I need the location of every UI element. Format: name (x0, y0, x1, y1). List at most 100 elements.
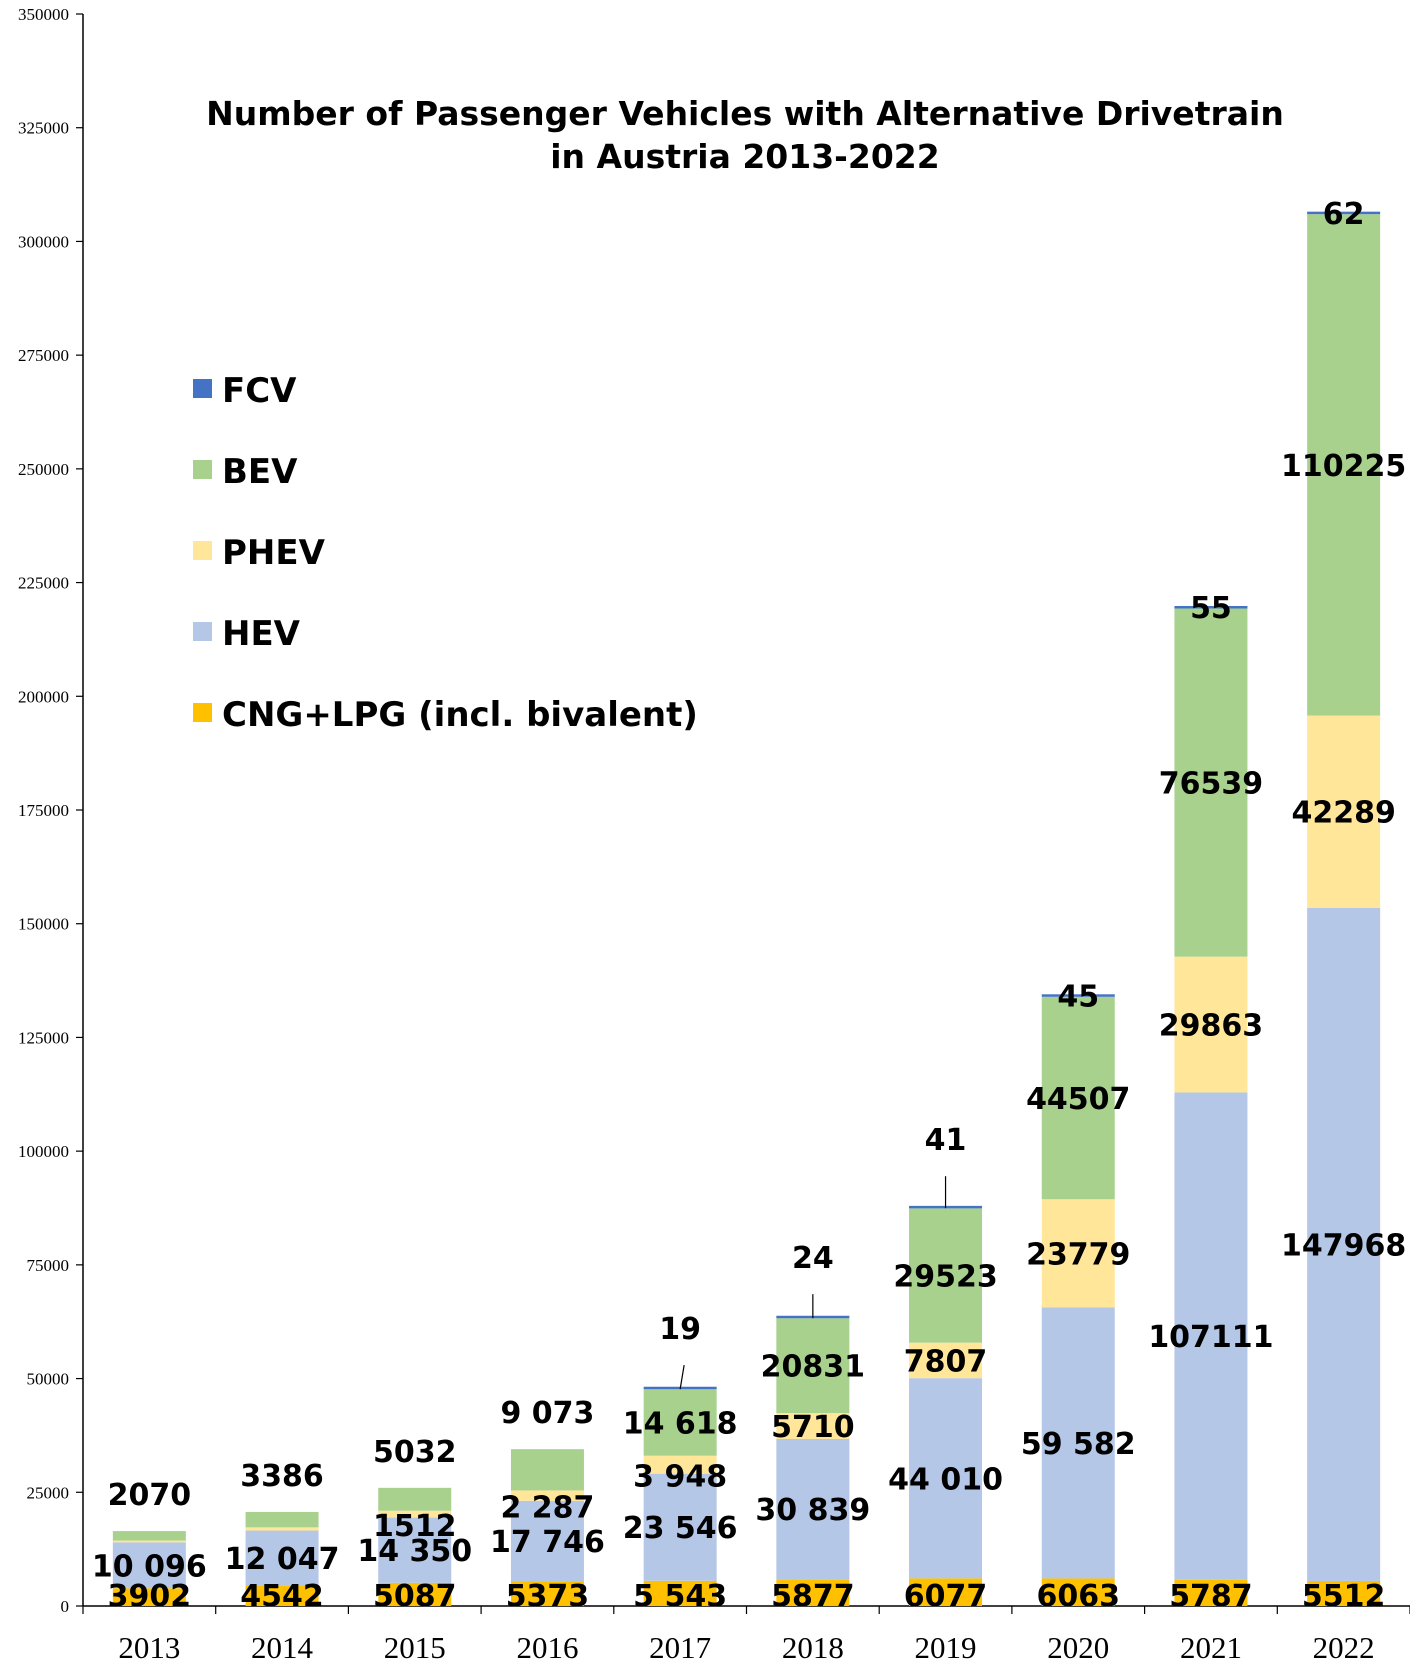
bar-segment (245, 1511, 319, 1528)
data-label-bev: 9 073 (500, 1396, 594, 1431)
y-tick-label: 0 (61, 1597, 70, 1616)
data-label-fcv: 55 (1190, 591, 1232, 626)
bar-segment (1174, 1092, 1248, 1580)
bar-segment (909, 1208, 983, 1343)
x-tick-label: 2013 (118, 1630, 180, 1665)
chart-subtitle: in Austria 2013-2022 (550, 137, 939, 176)
bar-segment (1041, 994, 1115, 997)
bar-segment (776, 1318, 850, 1414)
x-tick-label: 2019 (915, 1630, 977, 1665)
x-tick-label: 2015 (384, 1630, 446, 1665)
legend-swatch (193, 379, 212, 398)
legend-swatch (193, 622, 212, 641)
legend-label: CNG+LPG (incl. bivalent) (222, 695, 698, 735)
y-tick-label: 250000 (18, 460, 69, 479)
data-label-cng-lpg: 6077 (904, 1579, 988, 1614)
data-label-bev: 5032 (373, 1435, 457, 1470)
x-tick-label: 2017 (649, 1630, 711, 1665)
bar-segment (909, 1578, 983, 1606)
data-label-bev: 14 618 (623, 1406, 738, 1441)
x-tick-label: 2021 (1180, 1630, 1242, 1665)
data-label-phev: 42289 (1291, 796, 1395, 831)
data-label-phev: 2 287 (500, 1491, 594, 1526)
data-label-hev: 44 010 (888, 1462, 1003, 1497)
bar-segment (1174, 608, 1248, 957)
x-tick-label: 2016 (516, 1630, 578, 1665)
data-label-hev: 10 096 (92, 1549, 207, 1584)
data-label-cng-lpg: 4542 (240, 1579, 324, 1614)
bar-segment (1307, 1580, 1381, 1606)
bar-segment (245, 1530, 319, 1586)
data-label-fcv: 41 (925, 1123, 967, 1158)
data-label-phev: 1512 (373, 1509, 457, 1544)
y-tick-label: 75000 (27, 1256, 70, 1275)
legend-label: PHEV (222, 533, 326, 573)
legend-swatch (193, 703, 212, 722)
legend-label: BEV (222, 452, 298, 492)
bar-segment (378, 1582, 452, 1606)
x-tick-label: 2020 (1047, 1630, 1109, 1665)
data-label-cng-lpg: 3902 (108, 1579, 192, 1614)
bar-segment (378, 1517, 452, 1583)
data-label-bev: 76539 (1159, 767, 1263, 802)
bar-segment (909, 1342, 983, 1379)
data-label-bev: 44507 (1026, 1082, 1130, 1117)
data-label-hev: 12 047 (225, 1542, 340, 1577)
data-label-bev: 20831 (761, 1350, 865, 1385)
bar-segment (510, 1490, 584, 1501)
data-label-phev: 29863 (1159, 1009, 1263, 1044)
bar-segment (112, 1531, 186, 1541)
y-tick-label: 100000 (18, 1142, 69, 1161)
data-label-phev: 7807 (904, 1344, 988, 1379)
data-label-leader-line (679, 1365, 685, 1390)
x-tick-label: 2014 (251, 1630, 314, 1665)
y-tick-label: 350000 (18, 5, 69, 24)
bar-segment (643, 1389, 717, 1456)
data-label-cng-lpg: 5877 (771, 1579, 855, 1614)
data-label-phev: 3 948 (633, 1460, 727, 1495)
bar-segment (1307, 214, 1381, 716)
bar-segment (776, 1413, 850, 1439)
bar-segment (1041, 1578, 1115, 1606)
bar-segment (510, 1581, 584, 1606)
data-label-hev: 14 350 (357, 1534, 472, 1569)
data-label-fcv: 24 (792, 1241, 834, 1276)
data-label-cng-lpg: 5787 (1169, 1579, 1253, 1614)
data-label-bev: 29523 (893, 1260, 997, 1295)
data-label-cng-lpg: 5373 (506, 1579, 590, 1614)
bar-segment (510, 1449, 584, 1491)
data-label-fcv: 45 (1057, 980, 1099, 1015)
bar-segment (643, 1455, 717, 1474)
bar-segment (909, 1378, 983, 1579)
chart-title: Number of Passenger Vehicles with Altern… (206, 94, 1284, 133)
bar-segment (245, 1585, 319, 1606)
x-tick-label: 2018 (782, 1630, 844, 1665)
y-tick-label: 50000 (27, 1370, 70, 1389)
y-tick-label: 225000 (18, 574, 69, 593)
bar-segment (1041, 1307, 1115, 1579)
legend-label: HEV (222, 614, 301, 654)
data-label-cng-lpg: 5 543 (633, 1579, 727, 1614)
data-label-bev: 3386 (240, 1459, 324, 1494)
bar-segment (378, 1510, 452, 1518)
data-label-fcv: 62 (1323, 197, 1365, 232)
bar-segment (643, 1580, 717, 1606)
bar-segment (112, 1588, 186, 1606)
data-label-hev: 17 746 (490, 1525, 605, 1560)
y-tick-label: 200000 (18, 687, 69, 706)
legend-label: FCV (222, 371, 297, 411)
legend-swatch (193, 541, 212, 560)
data-label-cng-lpg: 6063 (1037, 1579, 1121, 1614)
bar-segment (1041, 1199, 1115, 1308)
bar-segment (1307, 907, 1381, 1581)
bar-segment (1307, 211, 1381, 215)
y-tick-label: 325000 (18, 119, 69, 138)
data-label-hev: 59 582 (1021, 1427, 1136, 1462)
data-label-bev: 110225 (1281, 449, 1406, 484)
y-tick-label: 25000 (27, 1483, 70, 1502)
legend-swatch (193, 460, 212, 479)
y-tick-label: 125000 (18, 1028, 69, 1047)
bar-segment (245, 1527, 319, 1531)
bar-segment (776, 1579, 850, 1606)
